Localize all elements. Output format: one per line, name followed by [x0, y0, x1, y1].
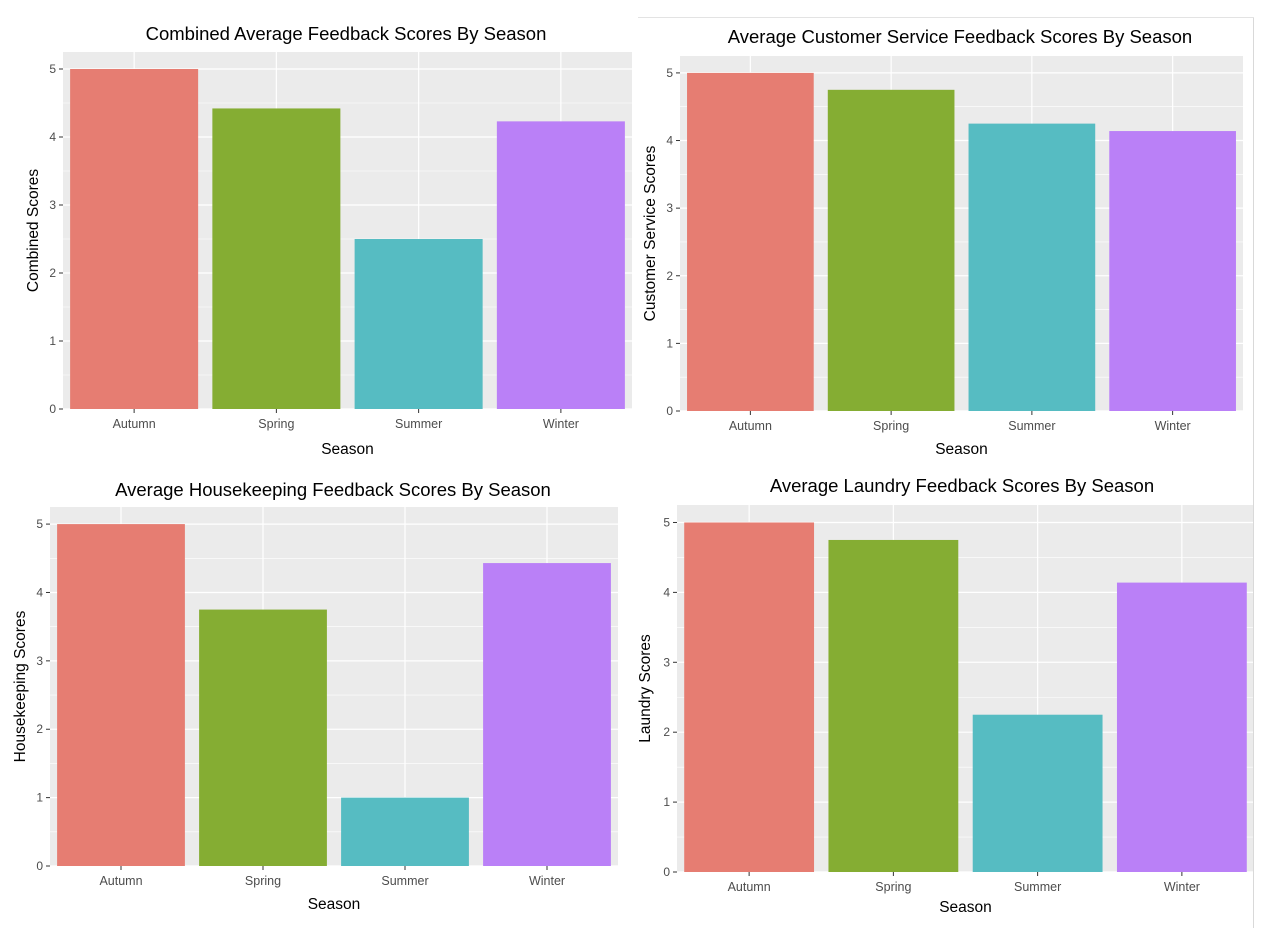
- y-tick-label: 4: [36, 585, 43, 599]
- y-axis-label: Laundry Scores: [638, 634, 654, 743]
- bar-spring: [199, 609, 327, 866]
- y-tick-label: 4: [49, 130, 56, 144]
- chart-svg: 0 1 2 3 4 5 Autumn Spring Summer Winter Average Cu…: [642, 26, 1243, 458]
- chart-title: Average Customer Service Feedback Scores…: [728, 26, 1192, 47]
- panel-divider-top: [638, 17, 1254, 18]
- y-tick-label: 1: [36, 791, 43, 805]
- x-tick-label: Summer: [1014, 880, 1061, 894]
- bar-winter: [496, 121, 625, 410]
- bar-autumn: [684, 522, 815, 872]
- x-axis-label: Season: [321, 441, 374, 458]
- bar-autumn: [687, 72, 814, 412]
- y-tick-label: 5: [49, 62, 56, 76]
- bar-autumn: [70, 69, 199, 409]
- chart-combined: 0 1 2 3 4 5 Autumn Spring Summer Winter Combined A…: [0, 0, 636, 460]
- x-tick-label: Autumn: [728, 880, 771, 894]
- x-tick-label: Autumn: [99, 874, 142, 888]
- y-tick-label: 5: [666, 66, 673, 80]
- bar-autumn: [57, 524, 185, 866]
- x-axis-label: Season: [935, 441, 988, 458]
- bar-spring: [827, 89, 955, 412]
- chart-title: Combined Average Feedback Scores By Seas…: [146, 23, 547, 44]
- bar-spring: [828, 539, 959, 872]
- chart-housekeeping: 0 1 2 3 4 5 Autumn Spring Summer Winter Average Ho…: [0, 462, 628, 920]
- y-tick-label: 3: [666, 201, 673, 215]
- chart-customer-service: 0 1 2 3 4 5 Autumn Spring Summer Winter Average Cu…: [638, 18, 1253, 460]
- x-tick-label: Winter: [529, 874, 565, 888]
- y-tick-label: 2: [36, 722, 43, 736]
- y-tick-label: 3: [49, 198, 56, 212]
- x-tick-label: Spring: [875, 880, 911, 894]
- x-axis-label: Season: [308, 896, 361, 913]
- y-tick-label: 4: [666, 134, 673, 148]
- x-tick-label: Spring: [258, 417, 294, 431]
- y-axis-label: Housekeeping Scores: [12, 610, 29, 762]
- y-tick-label: 2: [49, 266, 56, 280]
- x-tick-label: Winter: [543, 417, 579, 431]
- x-tick-label: Summer: [381, 874, 428, 888]
- x-tick-label: Winter: [1155, 419, 1191, 433]
- y-tick-label: 3: [36, 654, 43, 668]
- y-tick-label: 0: [49, 402, 56, 416]
- bar-summer: [968, 123, 1096, 411]
- y-tick-label: 4: [663, 585, 670, 599]
- chart-title: Average Laundry Feedback Scores By Seaso…: [770, 475, 1154, 496]
- y-tick-label: 0: [663, 865, 670, 879]
- bar-summer: [341, 797, 469, 866]
- chart-title: Average Housekeeping Feedback Scores By …: [115, 479, 551, 500]
- x-tick-label: Summer: [1008, 419, 1055, 433]
- chart-laundry: 0 1 2 3 4 5 Autumn Spring Summer Winter Average La…: [638, 462, 1253, 920]
- y-tick-label: 2: [666, 269, 673, 283]
- x-tick-label: Summer: [395, 417, 442, 431]
- chart-svg: 0 1 2 3 4 5 Autumn Spring Summer Winter Combined A…: [25, 23, 632, 458]
- bar-winter: [1116, 582, 1247, 872]
- bar-winter: [483, 563, 611, 866]
- bar-winter: [1109, 131, 1236, 412]
- chart-svg: 0 1 2 3 4 5 Autumn Spring Summer Winter Average Ho…: [12, 479, 618, 913]
- y-tick-label: 1: [49, 334, 56, 348]
- y-tick-label: 5: [663, 515, 670, 529]
- y-tick-label: 1: [663, 795, 670, 809]
- x-tick-label: Spring: [873, 419, 909, 433]
- x-tick-label: Winter: [1164, 880, 1200, 894]
- y-tick-label: 0: [666, 404, 673, 418]
- bar-summer: [354, 239, 483, 409]
- x-tick-label: Spring: [245, 874, 281, 888]
- y-axis-label: Combined Scores: [25, 169, 42, 292]
- y-axis-label: Customer Service Scores: [642, 145, 659, 321]
- bar-spring: [212, 108, 341, 409]
- x-tick-label: Autumn: [113, 417, 156, 431]
- x-axis-label: Season: [939, 899, 992, 916]
- y-tick-label: 2: [663, 725, 670, 739]
- bar-summer: [972, 714, 1103, 872]
- y-tick-label: 5: [36, 517, 43, 531]
- chart-svg: 0 1 2 3 4 5 Autumn Spring Summer Winter Average La…: [638, 475, 1253, 916]
- panel-divider-right: [1253, 18, 1254, 928]
- y-tick-label: 3: [663, 655, 670, 669]
- x-tick-label: Autumn: [729, 419, 772, 433]
- y-tick-label: 0: [36, 859, 43, 873]
- y-tick-label: 1: [666, 336, 673, 350]
